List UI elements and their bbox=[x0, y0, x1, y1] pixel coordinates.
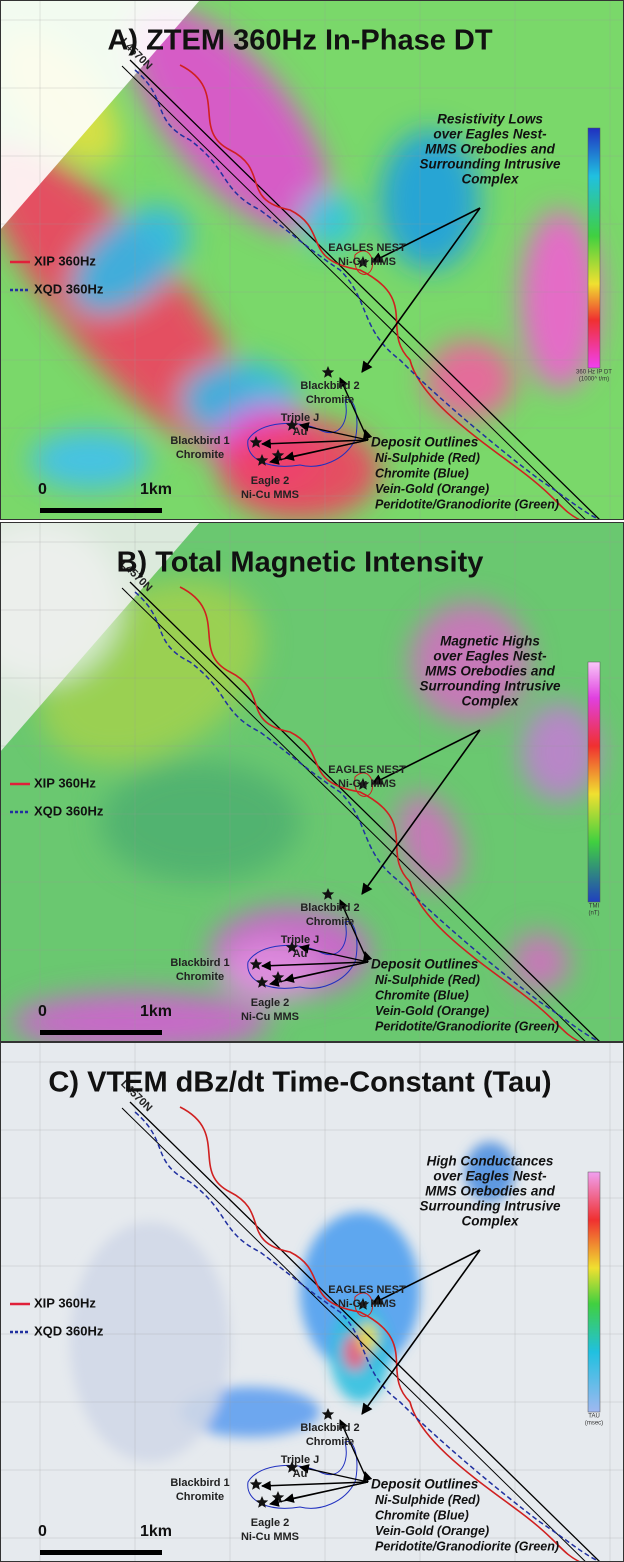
colorbar-label: (msec) bbox=[585, 1421, 603, 1427]
callout: over Eagles Nest- bbox=[433, 649, 547, 664]
colorbar-label: (1000^ t/m) bbox=[579, 377, 609, 383]
deposit-legend: Peridotite/Granodiorite (Green) bbox=[375, 497, 559, 511]
site-label: EAGLES NEST bbox=[328, 242, 406, 254]
deposit-legend: Peridotite/Granodiorite (Green) bbox=[375, 1539, 559, 1553]
callout: High Conductances bbox=[427, 1154, 554, 1169]
callout: Complex bbox=[461, 694, 519, 709]
deposit-legend: Ni-Sulphide (Red) bbox=[375, 1493, 480, 1507]
panel-title: C) VTEM dBz/dt Time-Constant (Tau) bbox=[48, 1067, 551, 1099]
site-label: Chromite bbox=[306, 1436, 354, 1448]
deposit-legend: Vein-Gold (Orange) bbox=[375, 482, 489, 496]
site-label: Triple J bbox=[281, 1454, 320, 1466]
legend-label: XIP 360Hz bbox=[34, 775, 96, 790]
anomaly bbox=[30, 430, 150, 490]
colorbar-label: TMI bbox=[589, 904, 600, 910]
scale-label: 0 bbox=[38, 1003, 47, 1020]
deposit-legend: Chromite (Blue) bbox=[375, 988, 469, 1002]
callout: over Eagles Nest- bbox=[433, 1169, 547, 1184]
callout: Complex bbox=[461, 1214, 519, 1229]
site-label: Au bbox=[293, 426, 308, 438]
site-label: Blackbird 2 bbox=[300, 1422, 359, 1434]
site-label: EAGLES NEST bbox=[328, 1284, 406, 1296]
site-label: Triple J bbox=[281, 412, 320, 424]
legend-label: XIP 360Hz bbox=[34, 1295, 96, 1310]
site-label: Blackbird 1 bbox=[170, 1477, 229, 1489]
scale-label: 0 bbox=[38, 481, 47, 498]
colorbar-label: TAU bbox=[588, 1414, 600, 1420]
anomaly bbox=[425, 340, 515, 420]
deposit-legend: Chromite (Blue) bbox=[375, 466, 469, 480]
deposit-legend: Deposit Outlines bbox=[371, 957, 479, 972]
colorbar bbox=[588, 662, 600, 902]
panel: TAU(msec)L4570NC) VTEM dBz/dt Time-Const… bbox=[0, 1042, 624, 1562]
site-label: Au bbox=[293, 948, 308, 960]
callout: over Eagles Nest- bbox=[433, 127, 547, 142]
site-label: Chromite bbox=[176, 1491, 224, 1503]
site-label: Ni-Cu MMS bbox=[338, 256, 396, 268]
scale-bar bbox=[40, 1550, 162, 1555]
deposit-legend: Ni-Sulphide (Red) bbox=[375, 451, 480, 465]
site-label: Blackbird 2 bbox=[300, 902, 359, 914]
site-label: Chromite bbox=[176, 971, 224, 983]
deposit-legend: Ni-Sulphide (Red) bbox=[375, 973, 480, 987]
callout: MMS Orebodies and bbox=[425, 142, 556, 157]
deposit-legend: Vein-Gold (Orange) bbox=[375, 1524, 489, 1538]
deposit-legend: Chromite (Blue) bbox=[375, 1508, 469, 1522]
panel-title: A) ZTEM 360Hz In-Phase DT bbox=[107, 25, 492, 57]
deposit-legend: Deposit Outlines bbox=[371, 435, 479, 450]
callout: Resistivity Lows bbox=[437, 112, 543, 127]
anomaly bbox=[70, 1222, 230, 1462]
callout: MMS Orebodies and bbox=[425, 1184, 556, 1199]
anomaly bbox=[100, 762, 300, 882]
colorbar-label: (nT) bbox=[589, 911, 600, 917]
site-label: Ni-Cu MMS bbox=[241, 489, 299, 501]
scale-bar bbox=[40, 1030, 162, 1035]
legend-label: XQD 360Hz bbox=[34, 803, 104, 818]
callout: Surrounding Intrusive bbox=[419, 679, 560, 694]
site-label: Blackbird 1 bbox=[170, 435, 229, 447]
scale-label: 1km bbox=[140, 1003, 172, 1020]
callout: Surrounding Intrusive bbox=[419, 1199, 560, 1214]
colorbar bbox=[588, 1172, 600, 1412]
colorbar-label: 360 Hz IP DT bbox=[576, 370, 612, 376]
panel-title: B) Total Magnetic Intensity bbox=[117, 547, 484, 579]
site-label: Chromite bbox=[306, 394, 354, 406]
site-label: Eagle 2 bbox=[251, 1517, 290, 1529]
site-label: Blackbird 1 bbox=[170, 957, 229, 969]
callout: MMS Orebodies and bbox=[425, 664, 556, 679]
scale-bar bbox=[40, 508, 162, 513]
site-label: Eagle 2 bbox=[251, 997, 290, 1009]
legend-label: XQD 360Hz bbox=[34, 281, 104, 296]
site-label: Ni-Cu MMS bbox=[241, 1531, 299, 1543]
site-label: Ni-Cu MMS bbox=[338, 778, 396, 790]
callout: Surrounding Intrusive bbox=[419, 157, 560, 172]
deposit-legend: Vein-Gold (Orange) bbox=[375, 1004, 489, 1018]
figure: 360 Hz IP DT(1000^ t/m)L4570NA) ZTEM 360… bbox=[0, 0, 624, 1562]
scale-label: 1km bbox=[140, 1523, 172, 1540]
legend-label: XIP 360Hz bbox=[34, 253, 96, 268]
scale-label: 0 bbox=[38, 1523, 47, 1540]
colorbar bbox=[588, 128, 600, 368]
legend-label: XQD 360Hz bbox=[34, 1323, 104, 1338]
site-label: Triple J bbox=[281, 934, 320, 946]
site-label: Blackbird 2 bbox=[300, 380, 359, 392]
site-label: Au bbox=[293, 1468, 308, 1480]
anomaly bbox=[358, 1322, 378, 1352]
site-label: Ni-Cu MMS bbox=[338, 1298, 396, 1310]
site-label: Ni-Cu MMS bbox=[241, 1011, 299, 1023]
scale-label: 1km bbox=[140, 481, 172, 498]
site-label: Eagle 2 bbox=[251, 475, 290, 487]
site-label: EAGLES NEST bbox=[328, 764, 406, 776]
site-label: Chromite bbox=[306, 916, 354, 928]
deposit-legend: Deposit Outlines bbox=[371, 1477, 479, 1492]
deposit-legend: Peridotite/Granodiorite (Green) bbox=[375, 1019, 559, 1033]
callout: Complex bbox=[461, 172, 519, 187]
site-label: Chromite bbox=[176, 449, 224, 461]
callout: Magnetic Highs bbox=[440, 634, 540, 649]
